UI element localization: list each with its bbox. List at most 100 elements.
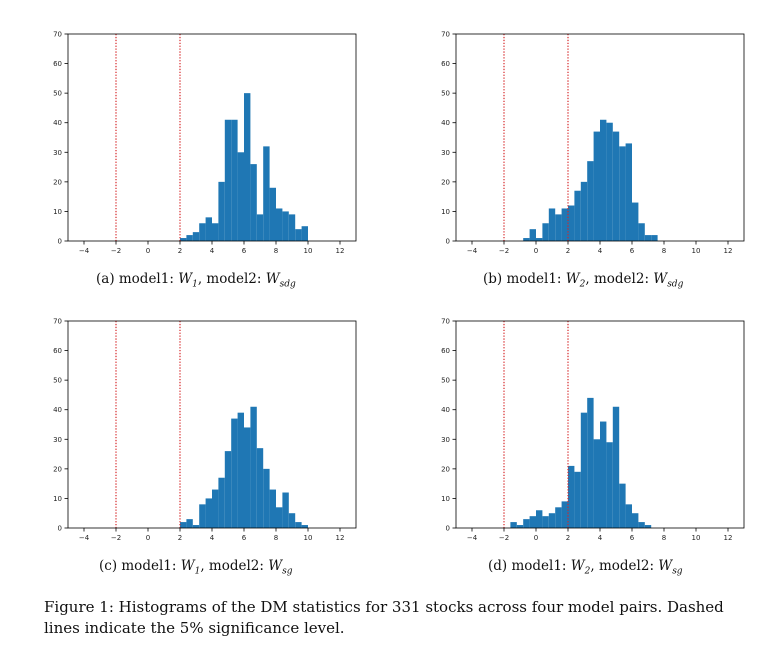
- hist-bar-c-11: [250, 406, 257, 528]
- x-tick-label-b-1: −2: [499, 247, 509, 255]
- x-tick-label-a-7: 10: [304, 247, 313, 255]
- histogram-a-svg: −4 −2 0 2 4 6 8 10 12 0 10 20 30 40 50 60 70: [53, 31, 357, 255]
- hist-bar-c-9: [237, 412, 244, 528]
- x-tick-label-b-6: 8: [662, 247, 666, 255]
- hist-bar-c-16: [282, 492, 289, 528]
- caption-c-w1: W: [180, 558, 195, 574]
- caption-a-label: (a) model1:: [96, 271, 179, 287]
- hist-bar-c-0: [180, 522, 187, 528]
- hist-bar-a-8: [231, 119, 238, 241]
- hist-bar-d-6: [548, 513, 556, 528]
- y-tick-label-b-0: 0: [446, 238, 450, 246]
- hist-bar-d-17: [619, 483, 626, 528]
- y-tick-label-a-1: 10: [53, 208, 62, 216]
- hist-bar-c-13: [263, 468, 270, 528]
- hist-bar-b-12: [600, 119, 607, 241]
- hist-bar-d-13: [593, 439, 600, 528]
- figure-caption: Figure 1: Histograms of the DM statistic…: [44, 598, 724, 637]
- y-tick-label-d-5: 50: [441, 377, 450, 385]
- hist-bar-a-17: [288, 214, 296, 241]
- histogram-panel-d: −4 −2 0 2 4 6 8 10 12 0 10 20 30 40 50 60 70: [428, 313, 758, 545]
- hist-bar-d-20: [638, 522, 645, 528]
- hist-bar-b-16: [625, 143, 632, 241]
- y-tick-label-d-7: 70: [441, 318, 450, 326]
- histogram-b-svg: −4 −2 0 2 4 6 8 10 12 0 10 20 30 40 50 60 70: [441, 31, 745, 255]
- hist-bar-c-17: [288, 513, 296, 528]
- hist-bar-d-12: [587, 397, 594, 528]
- y-tick-label-d-3: 30: [441, 436, 450, 444]
- hist-bar-b-15: [619, 146, 626, 241]
- hist-bar-b-3: [542, 223, 549, 241]
- hist-bar-c-19: [301, 525, 308, 528]
- y-tick-label-a-5: 50: [53, 90, 62, 98]
- caption-d: (d) model1: W2, model2: Wsg: [488, 558, 683, 577]
- axes-frame-a: [67, 33, 357, 242]
- caption-d-w1: W: [570, 558, 585, 574]
- hist-bar-a-7: [224, 119, 232, 241]
- hist-bar-c-15: [276, 507, 283, 528]
- y-tick-label-b-1: 10: [441, 208, 450, 216]
- caption-b-mid: , model2:: [585, 271, 654, 287]
- histogram-d-svg: −4 −2 0 2 4 6 8 10 12 0 10 20 30 40 50 60 70: [441, 318, 745, 542]
- hist-bar-c-7: [224, 451, 232, 528]
- hist-bar-d-2: [523, 519, 530, 528]
- y-tick-label-c-5: 50: [53, 377, 62, 385]
- hist-bar-a-9: [237, 152, 244, 241]
- x-tick-label-a-2: 0: [146, 247, 150, 255]
- caption-c-w1-sub: 1: [194, 566, 201, 577]
- hist-bar-c-3: [199, 504, 206, 528]
- hist-bar-d-19: [632, 513, 639, 528]
- hist-bar-b-5: [555, 214, 562, 241]
- x-tick-label-d-1: −2: [499, 534, 509, 542]
- x-tick-label-d-5: 6: [630, 534, 635, 542]
- x-tick-label-b-5: 6: [630, 247, 635, 255]
- hist-bar-b-18: [638, 223, 645, 241]
- caption-a-w2-sub: sdg: [279, 279, 296, 290]
- hist-bar-c-14: [269, 489, 276, 528]
- hist-bar-c-5: [212, 489, 219, 528]
- y-tick-label-d-4: 40: [441, 406, 450, 414]
- x-tick-label-d-3: 2: [566, 534, 570, 542]
- x-tick-label-d-8: 12: [724, 534, 733, 542]
- x-tick-label-d-2: 0: [534, 534, 538, 542]
- hist-bar-d-0: [510, 522, 517, 528]
- x-tick-label-d-7: 10: [692, 534, 701, 542]
- x-tick-label-c-0: −4: [79, 534, 90, 542]
- y-tick-label-a-2: 20: [53, 178, 62, 186]
- hist-bar-c-2: [192, 525, 200, 528]
- histogram-panel-a: −4 −2 0 2 4 6 8 10 12 0 10 20 30 40 50 60 70: [40, 26, 370, 258]
- x-tick-label-b-7: 10: [692, 247, 701, 255]
- hist-bar-c-10: [244, 427, 251, 528]
- x-tick-label-b-0: −4: [467, 247, 478, 255]
- x-tick-label-a-3: 2: [178, 247, 182, 255]
- hist-bar-b-2: [536, 238, 543, 241]
- caption-b-label: (b) model1:: [483, 271, 566, 287]
- hist-bar-d-16: [612, 406, 620, 528]
- hist-bar-a-16: [282, 211, 289, 241]
- hist-bar-d-11: [580, 412, 588, 528]
- hist-bar-c-1: [186, 519, 193, 528]
- hist-bar-b-11: [593, 131, 600, 241]
- hist-bar-a-12: [256, 214, 264, 241]
- hist-bar-b-7: [568, 205, 575, 241]
- hist-bar-b-17: [632, 202, 639, 241]
- y-tick-label-c-2: 20: [53, 465, 62, 473]
- y-tick-label-b-3: 30: [441, 149, 450, 157]
- y-tick-label-a-4: 40: [53, 119, 62, 127]
- hist-bar-d-15: [606, 442, 613, 528]
- x-tick-label-b-8: 12: [724, 247, 733, 255]
- x-tick-label-b-3: 2: [566, 247, 570, 255]
- hist-bar-b-19: [644, 235, 652, 241]
- hist-bar-d-7: [555, 507, 562, 528]
- hist-bar-a-6: [218, 181, 225, 241]
- x-tick-label-d-0: −4: [467, 534, 478, 542]
- hist-bar-a-13: [263, 146, 270, 241]
- y-tick-label-d-1: 10: [441, 495, 450, 503]
- histogram-panel-c: −4 −2 0 2 4 6 8 10 12 0 10 20 30 40 50 60 70: [40, 313, 370, 545]
- y-tick-label-b-7: 70: [441, 31, 450, 39]
- x-tick-label-d-4: 4: [598, 534, 603, 542]
- caption-a: (a) model1: W1, model2: Wsdg: [96, 271, 296, 290]
- hist-bar-a-3: [199, 223, 206, 241]
- hist-bar-a-0: [180, 238, 187, 241]
- caption-b: (b) model1: W2, model2: Wsdg: [483, 271, 683, 290]
